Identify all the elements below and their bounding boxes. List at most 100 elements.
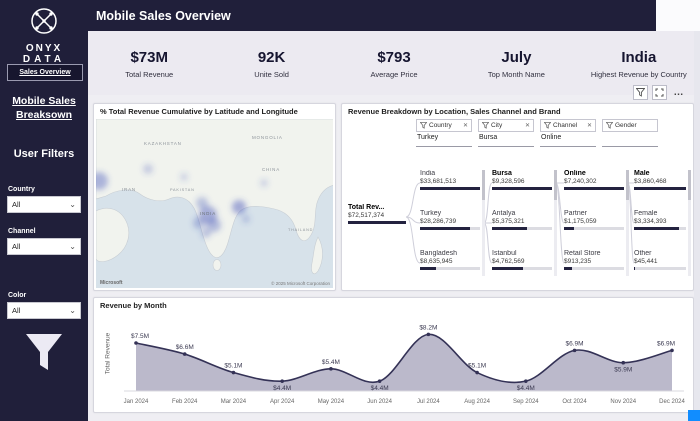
tree-connector — [555, 182, 565, 264]
slicer-value[interactable]: Turkey — [416, 132, 472, 147]
funnel-icon[interactable] — [22, 330, 66, 381]
revenue-line — [135, 333, 673, 384]
tree-node-turkey[interactable]: Turkey $28,286,739 — [420, 210, 480, 230]
close-icon[interactable]: ✕ — [524, 123, 530, 129]
tree-node-india[interactable]: India $33,681,513 — [420, 170, 480, 190]
tree-column-scrollbar[interactable] — [626, 170, 629, 276]
logo-word-2: DATA — [22, 54, 66, 65]
tree-node-value: $5,375,321 — [492, 218, 525, 225]
data-point-label: $6.6M — [176, 344, 194, 351]
channel-select[interactable]: All ⌄ — [7, 238, 81, 255]
x-axis-tick-label: Feb 2024 — [172, 399, 198, 405]
data-point[interactable] — [426, 332, 431, 337]
decomposition-tree-panel: Revenue Breakdown by Location, Sales Cha… — [341, 103, 694, 291]
page-scrollbar[interactable] — [694, 31, 700, 421]
data-point[interactable] — [524, 379, 528, 383]
onyx-data-logo: ONYX DATA — [0, 6, 88, 65]
tree-node-other[interactable]: Other $45,441 — [634, 250, 686, 270]
close-icon[interactable]: ✕ — [586, 123, 592, 129]
tree-node-value: $3,334,393 — [634, 218, 667, 225]
sidebar-item-user-filters[interactable]: User Filters — [13, 148, 75, 160]
filter-group-channel: Channel All ⌄ — [7, 228, 81, 255]
tree-node-label: Bangladesh — [420, 250, 457, 257]
slicer-value[interactable]: Bursa — [478, 132, 534, 147]
map-label-iran: IRAN — [122, 187, 136, 192]
data-point[interactable] — [182, 352, 187, 356]
header: Mobile Sales Overview — [88, 0, 656, 31]
tree-node-value: $3,860,468 — [634, 178, 667, 185]
tree-root-node[interactable]: Total Rev... $72,517,374 — [348, 204, 406, 224]
sidebar: ONYX DATA Sales Overview Mobile Sales Br… — [0, 0, 88, 421]
tree-node-female[interactable]: Female $3,334,393 — [634, 210, 686, 230]
tree-node-bar — [420, 267, 480, 270]
tree-node-bar — [634, 187, 686, 190]
tree-node-label: Istanbul — [492, 250, 517, 257]
data-point[interactable] — [231, 370, 236, 375]
funnel-icon — [482, 122, 489, 129]
slicer-gender-chip[interactable]: Gender — [602, 119, 658, 132]
tree-node-bar — [634, 227, 686, 230]
x-axis-tick-label: Sep 2024 — [512, 399, 539, 405]
tree-node-retail-store[interactable]: Retail Store $913,235 — [564, 250, 624, 270]
data-point[interactable] — [377, 379, 382, 383]
tree-column-scrollbar[interactable] — [554, 170, 557, 276]
close-icon[interactable]: ✕ — [462, 123, 468, 129]
tree-node-bangladesh[interactable]: Bangladesh $8,635,945 — [420, 250, 480, 270]
map-label-thailand: THAILAND — [288, 228, 313, 232]
x-axis-tick-label: Nov 2024 — [610, 399, 637, 405]
tree-node-label: Retail Store — [564, 250, 601, 257]
data-point[interactable] — [670, 348, 674, 353]
tree-column-scrollbar[interactable] — [688, 170, 691, 276]
x-axis-tick-label: Jul 2024 — [417, 399, 440, 405]
slicer-value[interactable]: Online — [540, 132, 596, 147]
data-point[interactable] — [329, 367, 333, 371]
map-brand: Microsoft — [100, 280, 123, 286]
data-point[interactable] — [134, 341, 138, 345]
tree-node-online[interactable]: Online $7,240,302 — [564, 170, 624, 190]
country-select[interactable]: All ⌄ — [7, 196, 81, 213]
data-point[interactable] — [475, 370, 479, 375]
tree-node-bar — [420, 187, 480, 190]
map-attribution: © 2025 Microsoft Corporation — [271, 281, 330, 286]
month-area-chart[interactable]: $7.5M $6.6M $5.1M $4.4M $5.4M $4.4M $8.2M $5.1M… — [124, 311, 684, 399]
tree-node-value: $8,635,945 — [420, 258, 453, 265]
color-select[interactable]: All ⌄ — [7, 302, 81, 319]
kpi-highest-revenue-country: India Highest Revenue by Country — [578, 47, 700, 79]
data-point-label: $6.9M — [566, 340, 584, 347]
sidebar-item-mobile-sales-breakdown[interactable]: Mobile Sales Breaksown — [12, 95, 76, 121]
tree-node-partner[interactable]: Partner $1,175,059 — [564, 210, 624, 230]
tree-node-value: $1,175,059 — [564, 218, 597, 225]
slicer-country: Country ✕ Turkey — [416, 119, 472, 147]
tree-column-scrollbar[interactable] — [482, 170, 485, 276]
slicer-channel: Channel ✕ Online — [540, 119, 596, 147]
tree-node-male[interactable]: Male $3,860,468 — [634, 170, 686, 190]
slicer-label: Country — [429, 122, 452, 129]
header-corner — [656, 0, 700, 31]
slicer-city-chip[interactable]: City ✕ — [478, 119, 534, 132]
slicer-channel-chip[interactable]: Channel ✕ — [540, 119, 596, 132]
tree-node-antalya[interactable]: Antalya $5,375,321 — [492, 210, 552, 230]
slicer-value[interactable] — [602, 132, 658, 147]
focus-mode-icon[interactable] — [652, 85, 667, 100]
sidebar-item-sales-overview[interactable]: Sales Overview — [7, 64, 83, 81]
tree-node-value: $4,762,569 — [492, 258, 525, 265]
tree-node-bar — [348, 221, 406, 224]
logo-icon — [31, 8, 57, 34]
data-point-label: $5.4M — [322, 359, 340, 366]
x-axis-tick-label: Mar 2024 — [220, 399, 247, 405]
tree-node-bursa[interactable]: Bursa $9,328,596 — [492, 170, 552, 190]
filter-icon[interactable] — [633, 85, 648, 100]
x-axis-tick-label: Jun 2024 — [367, 399, 392, 405]
kpi-label: Average Price — [370, 70, 418, 79]
revenue-by-month-panel: Revenue by Month Total Revenue $7.5M $6.6… — [93, 297, 694, 413]
more-options-icon[interactable]: … — [673, 87, 684, 98]
data-point[interactable] — [572, 348, 577, 353]
tree-node-istanbul[interactable]: Istanbul $4,762,569 — [492, 250, 552, 270]
tree-connector — [405, 216, 421, 224]
data-point[interactable] — [621, 360, 626, 365]
data-point-label: $8.2M — [419, 324, 437, 331]
map-canvas[interactable]: KAZAKHSTAN MONGOLIA CHINA IRAN PAKISTAN … — [96, 119, 333, 288]
data-point[interactable] — [280, 379, 284, 383]
slicer-country-chip[interactable]: Country ✕ — [416, 119, 472, 132]
tree-node-value: $72,517,374 — [348, 212, 385, 219]
